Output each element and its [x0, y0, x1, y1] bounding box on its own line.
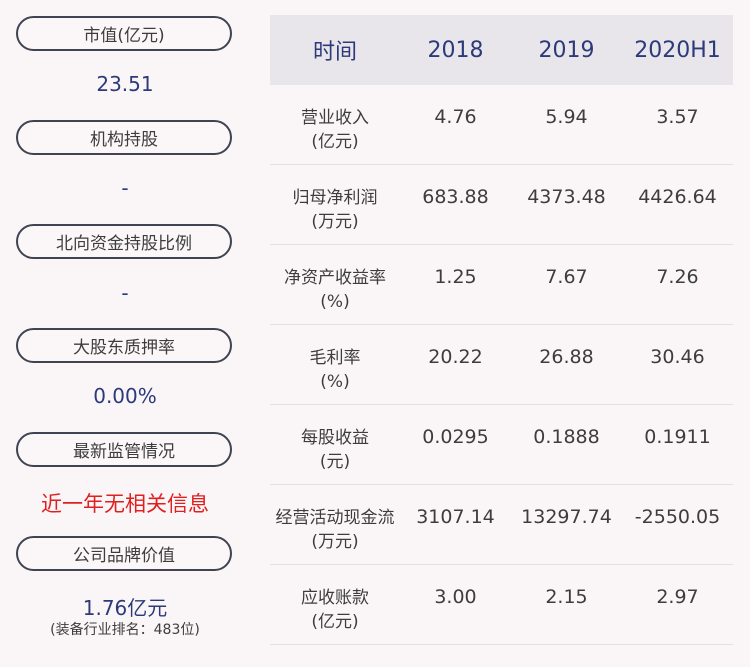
row-unit: (元)	[319, 452, 351, 472]
row-name: 应收账款	[301, 588, 369, 608]
table-row: 应收账款 (亿元) 3.00 2.15 2.97	[270, 565, 733, 645]
northbound-ratio-label-pill: 北向资金持股比例	[16, 224, 232, 259]
table-cell: 0.1911	[644, 426, 711, 448]
table-row: 营业收入 (亿元) 4.76 5.94 3.57	[270, 85, 733, 165]
row-name: 净资产收益率	[284, 268, 386, 288]
table-cell: 3.57	[656, 106, 699, 128]
regulatory-status-label: 最新监管情况	[73, 442, 175, 462]
table-cell: 1.25	[434, 266, 477, 288]
brand-value-label-pill: 公司品牌价值	[16, 536, 232, 571]
row-unit: (亿元)	[311, 612, 359, 632]
northbound-ratio-label: 北向资金持股比例	[56, 234, 192, 254]
table-cell: -2550.05	[634, 506, 721, 528]
row-unit: (万元)	[311, 532, 359, 552]
row-name: 营业收入	[301, 108, 369, 128]
table-row: 每股收益 (元) 0.0295 0.1888 0.1911	[270, 405, 733, 485]
table-cell: 683.88	[422, 186, 489, 208]
market-cap-label: 市值(亿元)	[83, 26, 165, 46]
market-cap-label-pill: 市值(亿元)	[16, 16, 232, 51]
table-row: 归母净利润 (万元) 683.88 4373.48 4426.64	[270, 165, 733, 245]
row-name: 经营活动现金流	[275, 508, 395, 528]
northbound-ratio-value: -	[121, 281, 129, 305]
row-name: 每股收益	[301, 428, 369, 448]
brand-value-value: 1.76亿元	[82, 596, 168, 620]
table-cell: 2.15	[545, 586, 588, 608]
row-unit: (%)	[320, 372, 350, 392]
pledge-rate-label: 大股东质押率	[73, 338, 175, 358]
table-cell: 3.00	[434, 586, 477, 608]
row-label: 每股收益 (元)	[270, 405, 400, 484]
row-label: 毛利率 (%)	[270, 325, 400, 404]
row-label: 营业收入 (亿元)	[270, 85, 400, 164]
regulatory-status-value: 近一年无相关信息	[41, 492, 209, 516]
table-cell: 2.97	[656, 586, 699, 608]
table-cell: 5.94	[545, 106, 588, 128]
table-row: 净资产收益率 (%) 1.25 7.67 7.26	[270, 245, 733, 325]
table-cell: 7.67	[545, 266, 588, 288]
table-cell: 0.1888	[533, 426, 600, 448]
header-time: 时间	[312, 40, 357, 65]
institutional-holding-label: 机构持股	[90, 130, 158, 150]
row-unit: (%)	[320, 292, 350, 312]
row-name: 归母净利润	[292, 188, 378, 208]
row-name: 毛利率	[309, 348, 361, 368]
table-cell: 4.76	[434, 106, 477, 128]
pledge-rate-label-pill: 大股东质押率	[16, 328, 232, 363]
row-label: 归母净利润 (万元)	[270, 165, 400, 244]
table-cell: 30.46	[650, 346, 705, 368]
table-cell: 7.26	[656, 266, 699, 288]
row-label: 经营活动现金流 (万元)	[270, 485, 400, 564]
table-row: 毛利率 (%) 20.22 26.88 30.46	[270, 325, 733, 405]
pledge-rate-value: 0.00%	[93, 384, 157, 408]
institutional-holding-value: -	[121, 176, 129, 200]
regulatory-status-label-pill: 最新监管情况	[16, 432, 232, 467]
table-cell: 4373.48	[527, 186, 606, 208]
financial-table: 时间 2018 2019 2020H1 营业收入 (亿元) 4.76 5.94 3…	[270, 15, 733, 645]
brand-value-label: 公司品牌价值	[73, 546, 175, 566]
brand-rank-note: (装备行业排名：483位)	[50, 622, 200, 638]
row-unit: (万元)	[311, 212, 359, 232]
header-2020h1: 2020H1	[634, 37, 721, 63]
header-2018: 2018	[427, 37, 484, 63]
table-cell: 0.0295	[422, 426, 489, 448]
institutional-holding-label-pill: 机构持股	[16, 120, 232, 155]
row-label: 应收账款 (亿元)	[270, 565, 400, 644]
table-cell: 26.88	[539, 346, 594, 368]
market-cap-value: 23.51	[96, 72, 154, 96]
row-unit: (亿元)	[311, 132, 359, 152]
table-cell: 13297.74	[521, 506, 612, 528]
table-row: 经营活动现金流 (万元) 3107.14 13297.74 -2550.05	[270, 485, 733, 565]
table-cell: 3107.14	[416, 506, 495, 528]
table-cell: 20.22	[428, 346, 483, 368]
table-cell: 4426.64	[638, 186, 717, 208]
table-header: 时间 2018 2019 2020H1	[270, 15, 733, 85]
header-2019: 2019	[538, 37, 595, 63]
row-label: 净资产收益率 (%)	[270, 245, 400, 324]
left-panel: 市值(亿元) 23.51 机构持股 - 北向资金持股比例 - 大股东质押率 0.…	[0, 0, 250, 667]
